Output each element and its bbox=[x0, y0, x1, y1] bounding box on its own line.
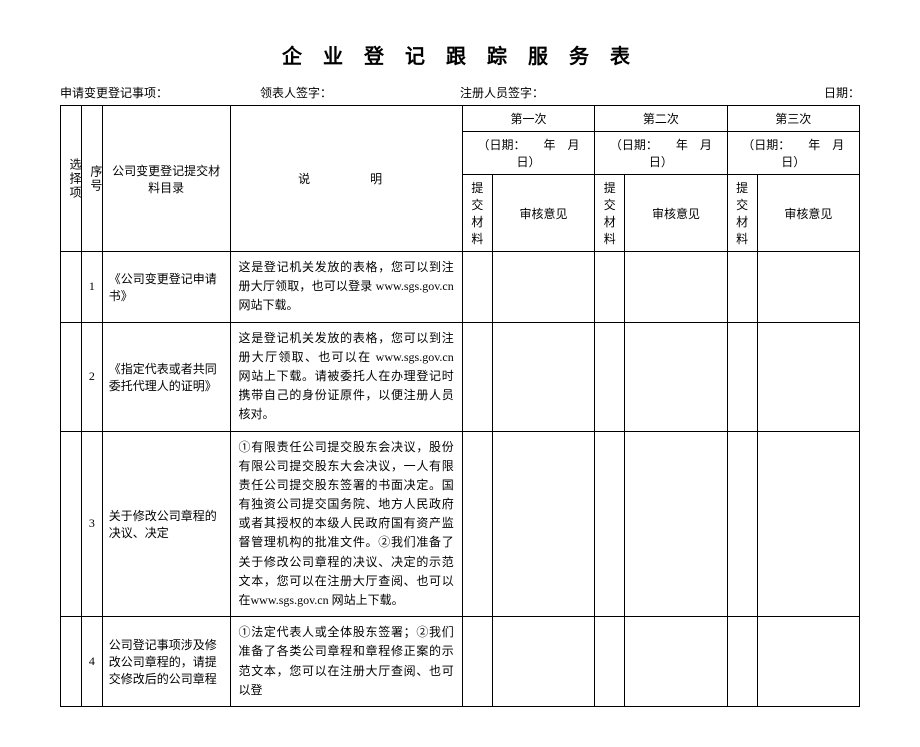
table-row: 3 关于修改公司章程的决议、决定 ①有限责任公司提交股东会决议，股份有限公司提交… bbox=[61, 431, 860, 617]
header-round3: 第三次 bbox=[727, 106, 859, 132]
submit-cell bbox=[727, 431, 757, 617]
collector-label: 领表人签字： bbox=[260, 84, 460, 101]
review-cell bbox=[492, 431, 594, 617]
tracking-table: 选择项 序号 公司变更登记提交材料目录 说 明 第一次 第二次 第三次 （日期：… bbox=[60, 105, 860, 707]
submit-cell bbox=[462, 322, 492, 431]
registrar-label: 注册人员签字： bbox=[460, 84, 660, 101]
review-cell bbox=[757, 252, 859, 323]
seq-cell: 2 bbox=[81, 322, 102, 431]
submit-cell bbox=[595, 617, 625, 707]
table-row: 4 公司登记事项涉及修改公司章程的，请提交修改后的公司章程 ①法定代表人或全体股… bbox=[61, 617, 860, 707]
header-round1: 第一次 bbox=[462, 106, 594, 132]
date-label: 日期： bbox=[660, 84, 860, 101]
header-date3: （日期： 年 月 日） bbox=[727, 132, 859, 175]
apply-label: 申请变更登记事项： bbox=[60, 84, 260, 101]
header-submit3: 提交材料 bbox=[727, 175, 757, 252]
header-select: 选择项 bbox=[61, 106, 82, 252]
review-cell bbox=[492, 322, 594, 431]
desc-cell: 这是登记机关发放的表格，您可以到注册大厅领取，也可以登录 www.sgs.gov… bbox=[230, 252, 462, 323]
select-cell bbox=[61, 322, 82, 431]
header-material: 公司变更登记提交材料目录 bbox=[102, 106, 230, 252]
select-cell bbox=[61, 617, 82, 707]
review-cell bbox=[757, 617, 859, 707]
header-desc: 说 明 bbox=[230, 106, 462, 252]
submit-cell bbox=[462, 617, 492, 707]
page-title: 企 业 登 记 跟 踪 服 务 表 bbox=[60, 40, 860, 69]
desc-cell: 这是登记机关发放的表格，您可以到注册大厅领取、也可以在 www.sgs.gov.… bbox=[230, 322, 462, 431]
header-row: 申请变更登记事项： 领表人签字： 注册人员签字： 日期： bbox=[60, 84, 860, 101]
review-cell bbox=[757, 322, 859, 431]
review-cell bbox=[625, 431, 727, 617]
material-cell: 《指定代表或者共同委托代理人的证明》 bbox=[102, 322, 230, 431]
submit-cell bbox=[462, 252, 492, 323]
submit-cell bbox=[595, 322, 625, 431]
submit-cell bbox=[595, 252, 625, 323]
header-round2: 第二次 bbox=[595, 106, 727, 132]
material-cell: 公司登记事项涉及修改公司章程的，请提交修改后的公司章程 bbox=[102, 617, 230, 707]
header-review3: 审核意见 bbox=[757, 175, 859, 252]
seq-cell: 3 bbox=[81, 431, 102, 617]
submit-cell bbox=[727, 322, 757, 431]
select-cell bbox=[61, 431, 82, 617]
header-date1: （日期： 年 月 日） bbox=[462, 132, 594, 175]
desc-cell: ①有限责任公司提交股东会决议，股份有限公司提交股东大会决议，一人有限责任公司提交… bbox=[230, 431, 462, 617]
material-cell: 关于修改公司章程的决议、决定 bbox=[102, 431, 230, 617]
review-cell bbox=[492, 617, 594, 707]
header-submit1: 提交材料 bbox=[462, 175, 492, 252]
submit-cell bbox=[727, 252, 757, 323]
table-row: 2 《指定代表或者共同委托代理人的证明》 这是登记机关发放的表格，您可以到注册大… bbox=[61, 322, 860, 431]
submit-cell bbox=[727, 617, 757, 707]
review-cell bbox=[625, 252, 727, 323]
review-cell bbox=[625, 617, 727, 707]
seq-cell: 1 bbox=[81, 252, 102, 323]
review-cell bbox=[492, 252, 594, 323]
header-date2: （日期： 年 月 日） bbox=[595, 132, 727, 175]
review-cell bbox=[625, 322, 727, 431]
header-review2: 审核意见 bbox=[625, 175, 727, 252]
header-submit2: 提交材料 bbox=[595, 175, 625, 252]
header-seq: 序号 bbox=[81, 106, 102, 252]
select-cell bbox=[61, 252, 82, 323]
table-row: 1 《公司变更登记申请书》 这是登记机关发放的表格，您可以到注册大厅领取，也可以… bbox=[61, 252, 860, 323]
review-cell bbox=[757, 431, 859, 617]
header-review1: 审核意见 bbox=[492, 175, 594, 252]
material-cell: 《公司变更登记申请书》 bbox=[102, 252, 230, 323]
desc-cell: ①法定代表人或全体股东签署；②我们准备了各类公司章程和章程修正案的示范文本，您可… bbox=[230, 617, 462, 707]
submit-cell bbox=[462, 431, 492, 617]
submit-cell bbox=[595, 431, 625, 617]
seq-cell: 4 bbox=[81, 617, 102, 707]
